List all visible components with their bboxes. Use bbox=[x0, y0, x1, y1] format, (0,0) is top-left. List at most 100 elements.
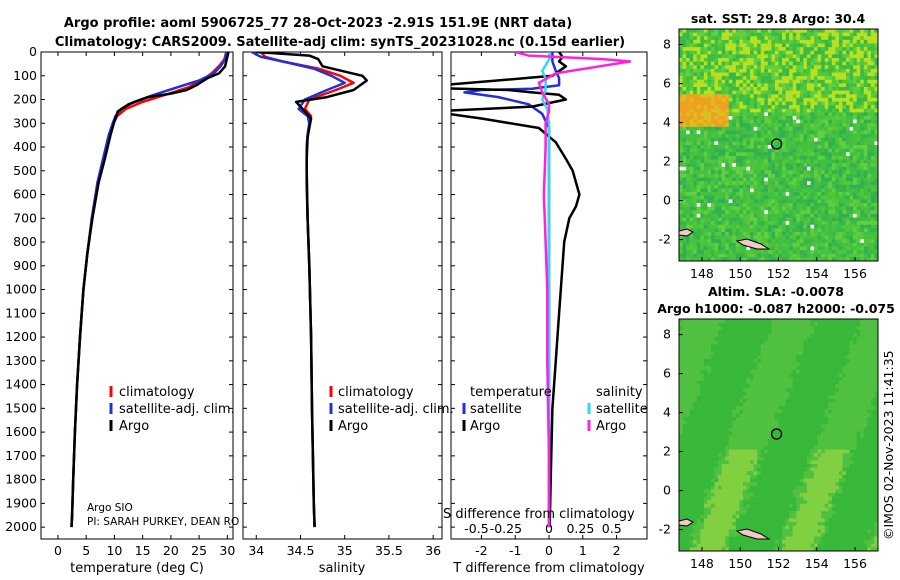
map-cell bbox=[853, 68, 857, 73]
map-cell bbox=[728, 184, 733, 189]
map-cell bbox=[828, 384, 833, 389]
map-cell bbox=[789, 210, 794, 215]
map-cell bbox=[831, 235, 836, 240]
map-cell bbox=[728, 112, 733, 117]
map-cell bbox=[853, 141, 857, 146]
map-cell bbox=[817, 184, 822, 189]
map-cell bbox=[842, 145, 847, 149]
map-cell bbox=[732, 337, 737, 342]
map-cell bbox=[856, 384, 861, 389]
map-cell bbox=[721, 355, 726, 360]
map-cell bbox=[700, 199, 705, 204]
map-cell bbox=[782, 174, 786, 178]
map-cell bbox=[828, 123, 833, 128]
map-cell bbox=[810, 166, 815, 171]
map-cell bbox=[735, 50, 740, 55]
map-cell bbox=[817, 242, 822, 247]
map-cell bbox=[703, 170, 708, 175]
map-cell bbox=[689, 170, 694, 175]
map-cell bbox=[757, 50, 762, 55]
map-cell bbox=[714, 174, 719, 178]
ytick-label: 1700 bbox=[5, 448, 37, 463]
map-cell bbox=[728, 159, 733, 164]
map-cell bbox=[817, 76, 822, 81]
map-cell bbox=[867, 351, 872, 356]
map-cell bbox=[814, 50, 818, 55]
map-cell bbox=[710, 369, 715, 374]
map-cell bbox=[853, 184, 857, 189]
map-cell bbox=[682, 246, 687, 251]
map-cell bbox=[806, 141, 811, 146]
map-cell bbox=[760, 39, 765, 44]
map-cell bbox=[760, 319, 765, 323]
map-cell bbox=[721, 72, 726, 77]
map-cell bbox=[732, 43, 737, 48]
map-cell bbox=[874, 326, 879, 331]
map-cell bbox=[785, 39, 790, 44]
map-cell bbox=[679, 203, 683, 207]
map-cell bbox=[767, 65, 772, 70]
map-cell bbox=[682, 68, 687, 73]
map-cell bbox=[767, 253, 772, 258]
map-cell bbox=[828, 76, 833, 81]
map-cell bbox=[693, 174, 698, 178]
map-cell bbox=[767, 76, 772, 81]
map-cell bbox=[725, 337, 730, 342]
map-cell bbox=[710, 195, 715, 200]
map-cell bbox=[867, 90, 872, 95]
map-cell bbox=[796, 50, 801, 55]
map-cell bbox=[714, 210, 719, 215]
map-cell bbox=[735, 257, 740, 262]
map-cell bbox=[870, 326, 875, 331]
map-cell bbox=[849, 228, 854, 233]
map-cell bbox=[846, 192, 850, 197]
series-argo bbox=[256, 52, 369, 528]
map-cell bbox=[679, 206, 683, 211]
map-cell bbox=[785, 369, 790, 374]
map-cell bbox=[718, 145, 722, 149]
map-cell bbox=[679, 155, 683, 160]
map-cell bbox=[785, 355, 790, 360]
map-cell bbox=[679, 340, 683, 345]
map-cell bbox=[803, 108, 808, 113]
map-cell bbox=[860, 195, 865, 200]
map-cell bbox=[842, 344, 847, 349]
map-cell bbox=[696, 116, 701, 120]
map-cell bbox=[810, 355, 815, 360]
map-cell bbox=[838, 155, 843, 160]
map-cell bbox=[689, 319, 694, 323]
map-cell bbox=[696, 119, 701, 124]
map-cell bbox=[796, 145, 801, 149]
map-cell bbox=[682, 79, 687, 84]
map-cell bbox=[682, 366, 687, 371]
map-cell bbox=[767, 384, 772, 389]
map-cell bbox=[796, 130, 801, 135]
map-cell bbox=[714, 177, 719, 182]
map-cell bbox=[870, 217, 875, 222]
map-cell bbox=[686, 213, 690, 218]
map-cell bbox=[828, 54, 833, 59]
map-cell bbox=[842, 224, 847, 229]
map-cell bbox=[750, 137, 754, 142]
map-cell bbox=[686, 355, 690, 360]
map-cell bbox=[789, 387, 794, 392]
map-cell bbox=[700, 358, 705, 363]
map-cell bbox=[710, 340, 715, 345]
map-cell bbox=[714, 355, 719, 360]
map-cell bbox=[700, 152, 705, 157]
map-cell bbox=[753, 29, 758, 33]
map-cell bbox=[828, 344, 833, 349]
map-cell bbox=[750, 170, 754, 175]
map-cell bbox=[778, 43, 783, 48]
map-cell bbox=[707, 97, 712, 102]
sst-map-title: sat. SST: 29.8 Argo: 30.4 bbox=[691, 11, 866, 26]
map-cell bbox=[860, 163, 865, 168]
map-cell bbox=[725, 29, 730, 33]
map-cell bbox=[870, 239, 875, 244]
map-cell bbox=[760, 192, 765, 197]
map-cell bbox=[867, 32, 872, 37]
map-cell bbox=[686, 387, 690, 392]
map-cell bbox=[870, 203, 875, 207]
map-cell bbox=[792, 369, 797, 374]
map-cell bbox=[863, 199, 868, 204]
